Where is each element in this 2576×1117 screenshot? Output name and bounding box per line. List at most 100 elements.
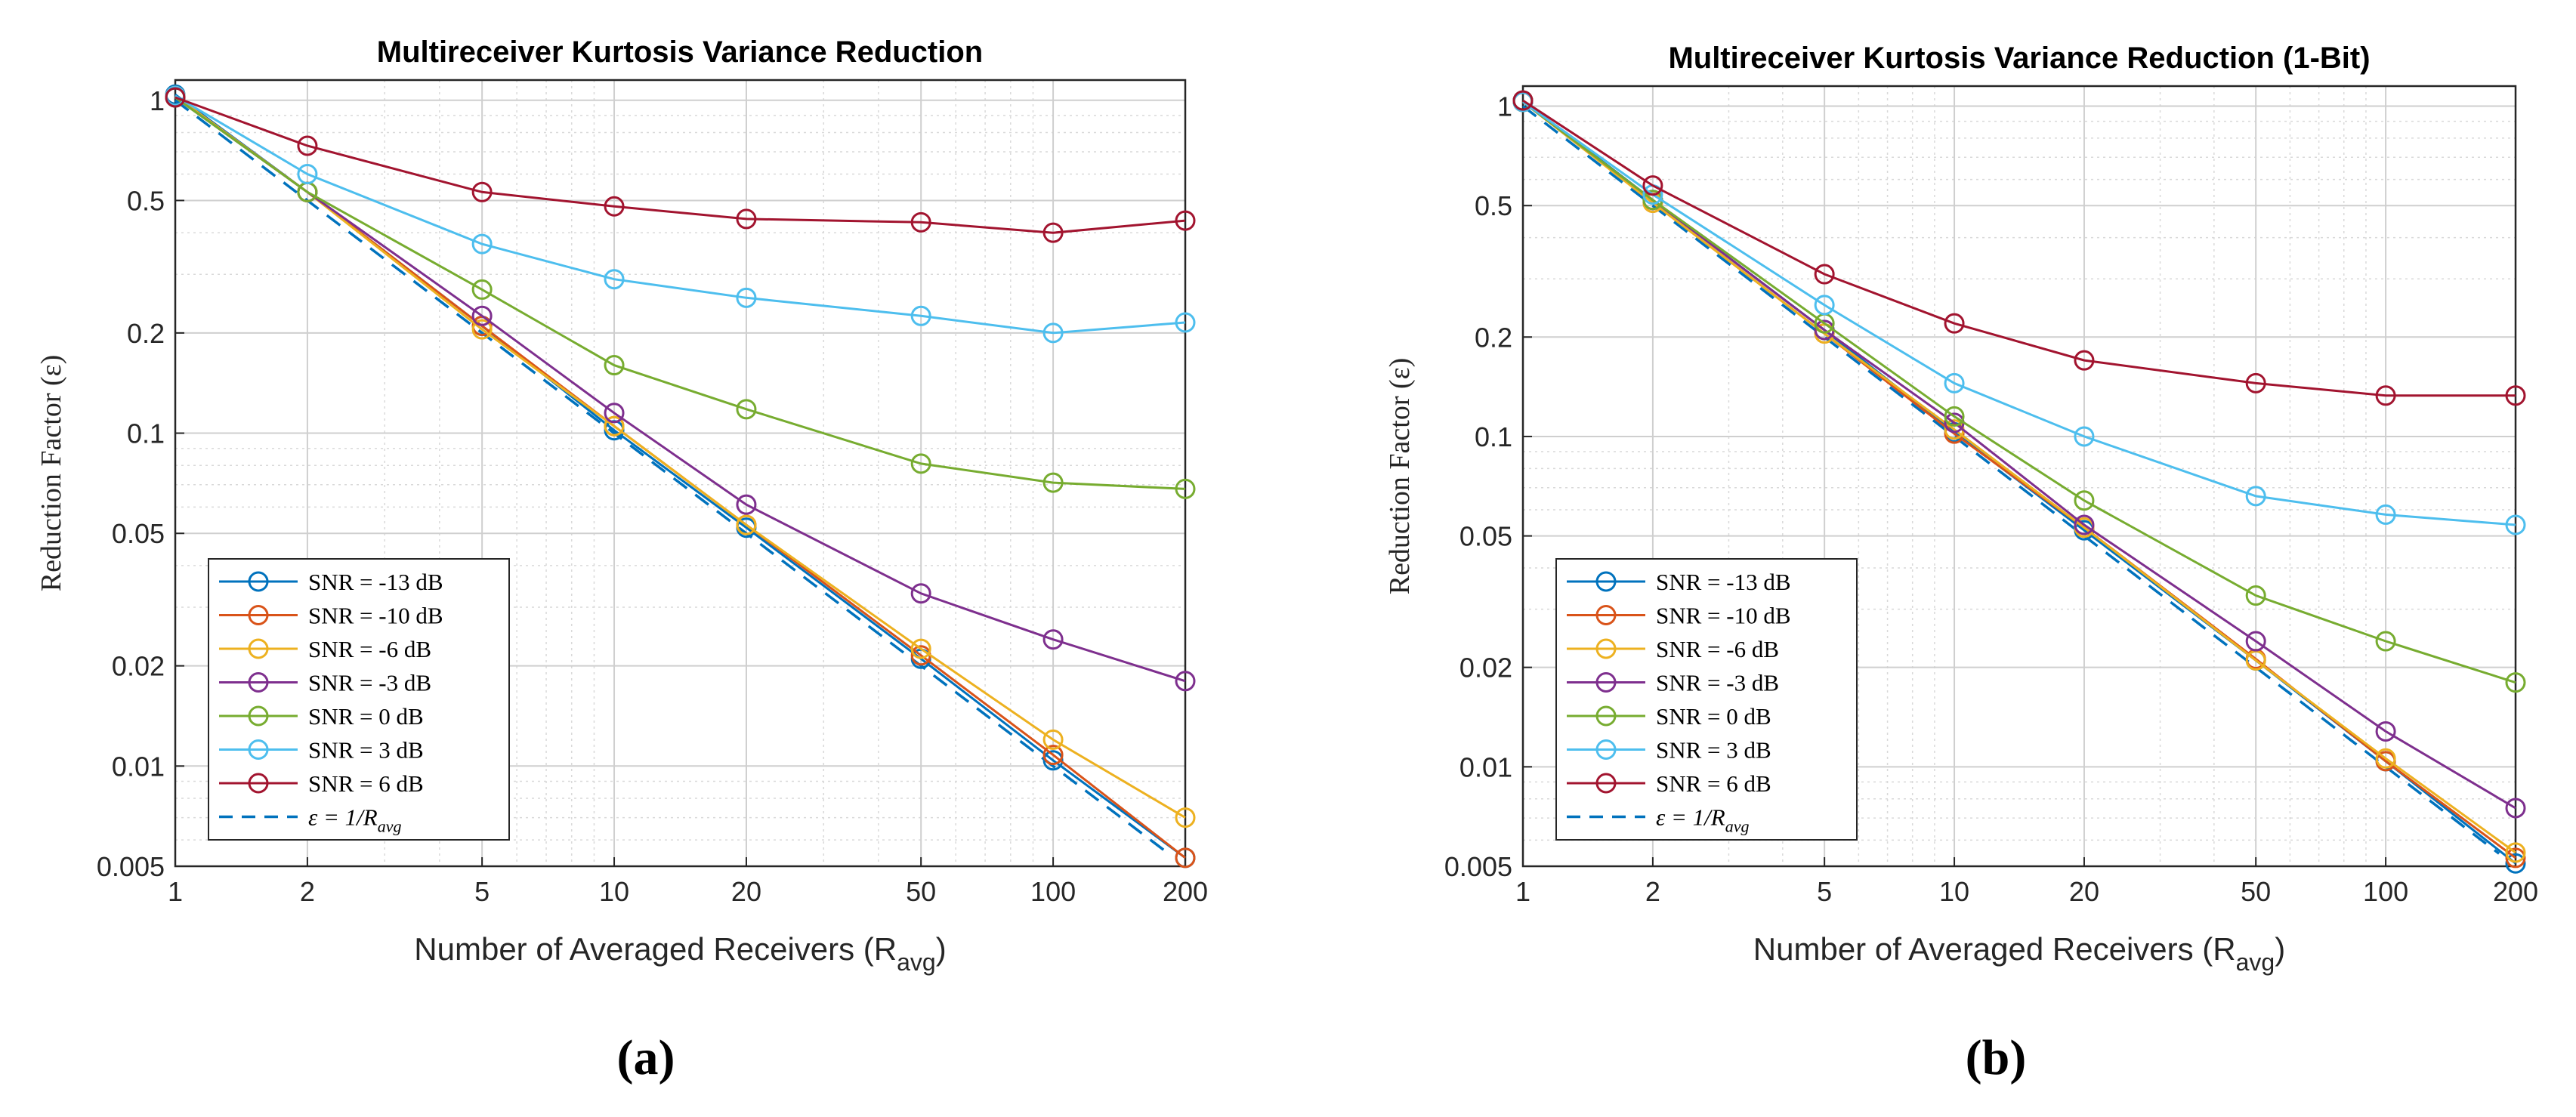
panel-b: (b) 1 2 5 10 20 50 100 200 0.005 0.01 0.02 0.05 0.1 0… xyxy=(1384,42,2538,1085)
panel-b-major-grid xyxy=(1523,86,2516,866)
panel-a-axes-frame xyxy=(174,79,1187,868)
panel-b-caption: (b) xyxy=(1966,1030,2027,1085)
panel-a-data-point xyxy=(736,287,757,308)
panel-b-data-point xyxy=(1814,264,1835,285)
panel-b-legend-box xyxy=(1555,558,1858,841)
panel-a-legend-item: SNR = -3 dB xyxy=(219,670,431,696)
panel-b-legend-swatch-marker xyxy=(1595,638,1617,659)
panel-b-reference-line xyxy=(1521,105,2500,855)
panel-a-y-tick-label: 1 xyxy=(150,85,165,116)
panel-a-series-line xyxy=(175,94,1186,335)
panel-b-legend-swatch-marker xyxy=(1595,672,1617,693)
panel-a-legend-swatch-marker xyxy=(248,773,269,794)
panel-a-data-point xyxy=(1042,745,1064,766)
panel-a-caption: (a) xyxy=(617,1030,675,1085)
panel-a-data-point xyxy=(1175,478,1196,499)
panel-b-y-tick-label: 0.05 xyxy=(1459,521,1512,552)
panel-a-data-point xyxy=(1042,629,1064,650)
panel-b-data-point xyxy=(2505,847,2526,869)
panel-a-x-tick-label: 50 xyxy=(906,876,936,907)
panel-b-data-point xyxy=(2375,748,2396,769)
panel-b-data-point xyxy=(2375,385,2396,406)
panel-b-series-line xyxy=(1522,100,2516,684)
panel-a-legend-item: SNR = -10 dB xyxy=(219,603,443,629)
panel-b-y-tick-label: 0.1 xyxy=(1475,421,1512,452)
panel-a-data-point xyxy=(736,208,757,230)
panel-b-data-point xyxy=(2074,490,2095,511)
panel-b-y-tick-label: 0.2 xyxy=(1475,322,1512,353)
panel-a-x-tick-label: 10 xyxy=(599,876,629,907)
panel-a-data-point xyxy=(910,211,931,233)
panel-a-series-3 xyxy=(165,87,1196,692)
panel-b-data-point xyxy=(2375,504,2396,525)
panel-a-y-tick-label: 0.5 xyxy=(127,185,165,216)
panel-a-legend-swatch-marker xyxy=(248,605,269,625)
panel-b-data-point xyxy=(2074,514,2095,535)
panel-a-legend-swatch-marker xyxy=(248,705,269,727)
panel-b-series-line xyxy=(1522,100,2516,854)
panel-a-data-point xyxy=(297,135,318,156)
panel-a-data-point xyxy=(604,269,625,290)
panel-a-y-tick-label: 0.02 xyxy=(112,651,165,682)
panel-b-legend-label: SNR = 0 dB xyxy=(1656,703,1771,730)
panel-a-legend-swatch-marker xyxy=(248,739,269,760)
panel-a-data-point xyxy=(471,233,493,255)
panel-a-legend-item: SNR = -6 dB xyxy=(219,636,431,662)
panel-b-legend-swatch-marker xyxy=(1595,605,1617,625)
panel-a-legend-label: SNR = -3 dB xyxy=(308,670,431,696)
panel-b-data-point xyxy=(2375,720,2396,742)
panel-a-legend-label: SNR = -6 dB xyxy=(308,636,431,662)
panel-b-data-point xyxy=(2375,631,2396,652)
panel-b-data-point xyxy=(2505,385,2526,406)
panel-a-data-point xyxy=(471,279,493,300)
panel-a-data-point xyxy=(1042,322,1064,344)
panel-b-legend-label: ε = 1/Ravg xyxy=(1656,804,1749,836)
panel-a-legend-label: SNR = 6 dB xyxy=(308,770,424,797)
panel-b-x-tick-label: 50 xyxy=(2241,876,2271,907)
panel-a-data-point xyxy=(910,583,931,604)
panel-a-data-point xyxy=(604,403,625,424)
panel-b-data-point xyxy=(2505,672,2526,693)
panel-b-data-point xyxy=(2245,585,2266,606)
panel-b-legend-item-reference: ε = 1/Ravg xyxy=(1567,804,1749,836)
panel-a-data-point xyxy=(736,514,757,535)
panel-a-x-tick-label: 1 xyxy=(168,876,183,907)
panel-b-x-axis-label: Number of Averaged Receivers (Ravg) xyxy=(1753,931,2285,976)
panel-b-series-line xyxy=(1522,99,2516,397)
panel-a-data-point xyxy=(1042,729,1064,750)
panel-a-y-tick-label: 0.005 xyxy=(97,851,165,882)
panel-a-y-axis-label: Reduction Factor (ε) xyxy=(36,355,67,592)
panel-a-reference-line xyxy=(174,99,1169,855)
panel-b-legend-label: SNR = -13 dB xyxy=(1656,569,1791,595)
panel-b-y-tick-label: 0.01 xyxy=(1459,751,1512,782)
panel-b-legend-label: SNR = 3 dB xyxy=(1656,737,1771,764)
panel-b-data-point xyxy=(2505,514,2526,535)
panel-b-x-tick-label: 100 xyxy=(2363,876,2408,907)
panel-a-legend: SNR = -13 dB SNR = -10 dB SNR = -6 dB SNR =… xyxy=(208,558,510,841)
panel-a-y-tick-label: 0.05 xyxy=(112,518,165,549)
panel-b-data-point xyxy=(2245,631,2266,652)
panel-b-data-point xyxy=(1642,175,1663,196)
panel-b-data-point xyxy=(2074,426,2095,447)
panel-a-y-tick-label: 0.1 xyxy=(127,418,165,449)
panel-b-chart-title: Multireceiver Kurtosis Variance Reductio… xyxy=(1668,42,2370,75)
panel-b-data-point xyxy=(1944,372,1965,393)
panel-a-legend-item: SNR = 3 dB xyxy=(219,737,424,764)
panel-a-legend-item: SNR = -13 dB xyxy=(219,569,443,595)
panel-b-legend-item: SNR = -13 dB xyxy=(1567,569,1791,595)
panel-b-data-point xyxy=(1814,295,1835,316)
panel-b-legend-label: SNR = -3 dB xyxy=(1656,670,1779,696)
panel-b-series-line xyxy=(1522,100,2516,526)
panel-b-legend-swatch-marker xyxy=(1595,739,1617,760)
panel-a-data-point xyxy=(471,305,493,326)
panel-a-data-point xyxy=(1042,222,1064,243)
panel-b-legend-label: SNR = -6 dB xyxy=(1656,636,1779,662)
panel-a-series-line xyxy=(175,96,1186,490)
panel-b-y-tick-label: 0.005 xyxy=(1444,851,1512,882)
panel-a-legend-label: ε = 1/Ravg xyxy=(308,804,401,836)
panel-a-x-tick-label: 100 xyxy=(1030,876,1076,907)
panel-a-y-tick-label: 0.01 xyxy=(112,751,165,782)
panel-a-data-point xyxy=(1175,847,1196,869)
panel-b-data-point xyxy=(2074,350,2095,371)
panel-a-data-point xyxy=(1042,472,1064,493)
